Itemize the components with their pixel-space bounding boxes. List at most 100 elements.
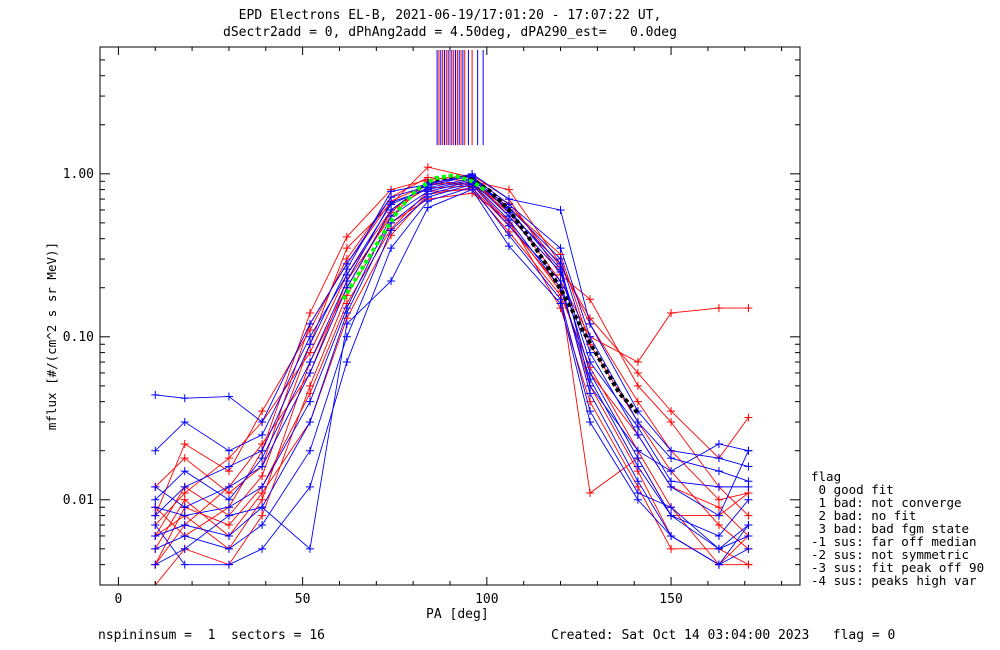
blue-series-point: [504, 195, 513, 204]
red-series-point: [258, 511, 267, 520]
blue-series-point: [306, 482, 314, 491]
red-series-point: [744, 413, 753, 422]
red-series-point: [714, 304, 723, 313]
blue-series-point: [744, 521, 753, 530]
x-tick-label: 50: [295, 592, 311, 607]
red-series-point: [667, 418, 676, 427]
red-series-point: [180, 495, 189, 504]
red-series-line: [154, 189, 749, 566]
x-axis-label: PA [deg]: [426, 607, 489, 622]
blue-series-point: [151, 503, 160, 512]
blue-series-point: [151, 390, 160, 399]
blue-series-point: [258, 418, 267, 427]
data-layer: [151, 50, 753, 585]
blue-series-point: [342, 265, 351, 274]
red-series-line: [154, 187, 749, 566]
legend-item: 1 bad: not converge: [811, 495, 962, 510]
blue-series-point: [667, 446, 676, 455]
blue-series-point: [224, 482, 233, 491]
red-series-point: [744, 560, 753, 569]
red-series-point: [667, 544, 676, 553]
legend-item: -3 sus: fit peak off 90: [811, 560, 985, 575]
blue-series-point: [633, 462, 642, 471]
fit-black-dashed: [434, 173, 640, 415]
blue-series-point: [151, 446, 160, 455]
blue-series-point: [180, 511, 189, 520]
blue-series-point: [224, 544, 233, 553]
blue-series-point: [714, 439, 723, 448]
blue-series-point: [180, 544, 189, 553]
blue-series-point: [714, 511, 723, 520]
red-series-point: [342, 232, 351, 241]
blue-series-point: [586, 358, 594, 367]
blue-series-point: [633, 446, 642, 455]
blue-series-line: [155, 176, 749, 508]
blue-series-point: [387, 187, 396, 196]
blue-series-point: [306, 358, 314, 367]
red-series-point: [667, 407, 676, 416]
blue-series-point: [180, 482, 189, 491]
blue-series-point: [744, 544, 753, 553]
plot-data-group: [151, 50, 753, 585]
red-series-point: [633, 397, 642, 406]
legend-item: 3 bad: bad fgm state: [811, 521, 970, 536]
blue-series-point: [258, 503, 267, 512]
blue-series-point: [387, 244, 396, 253]
blue-series-point: [180, 467, 189, 476]
blue-series-point: [633, 422, 642, 431]
blue-series-point: [180, 418, 189, 427]
red-series-point: [180, 439, 189, 448]
blue-series-point: [423, 203, 432, 212]
blue-series-point: [714, 560, 723, 569]
blue-series-point: [258, 482, 267, 491]
blue-series-point: [387, 198, 396, 207]
blue-series-line: [154, 179, 749, 501]
blue-series-point: [306, 544, 314, 553]
blue-series-point: [180, 521, 189, 530]
blue-series-point: [667, 477, 676, 486]
blue-series-point: [258, 462, 267, 471]
red-series-point: [586, 489, 594, 498]
blue-series-point: [342, 308, 351, 317]
blue-series-line: [155, 174, 749, 472]
red-series-point: [633, 368, 642, 377]
blue-series-point: [468, 169, 477, 178]
blue-series-line: [154, 173, 749, 516]
legend-item: -2 sus: not symmetric: [811, 547, 970, 562]
blue-series-point: [224, 511, 233, 520]
blue-series-point: [468, 185, 477, 194]
blue-series-point: [667, 467, 676, 476]
red-series-line: [154, 176, 749, 516]
blue-series-point: [556, 244, 565, 253]
blue-series-point: [744, 531, 753, 540]
blue-series-point: [586, 381, 594, 390]
red-series-point: [714, 503, 723, 512]
x-tick-label: 0: [115, 592, 123, 607]
blue-series-point: [342, 319, 351, 328]
red-series-point: [744, 511, 753, 520]
red-series-point: [342, 244, 351, 253]
blue-series-point: [224, 462, 233, 471]
red-series-point: [306, 389, 314, 398]
red-series-point: [258, 471, 267, 480]
blue-series-point: [151, 560, 160, 569]
blue-series-point: [258, 446, 267, 455]
blue-series-point: [744, 446, 753, 455]
blue-series-point: [714, 544, 723, 553]
blue-series-point: [306, 418, 314, 427]
blue-series-point: [556, 299, 565, 308]
blue-series-point: [586, 389, 594, 398]
red-series-point: [633, 381, 642, 390]
blue-series-point: [586, 319, 594, 328]
blue-series-point: [180, 531, 189, 540]
blue-series-point: [714, 467, 723, 476]
blue-series-point: [744, 462, 753, 471]
red-series-line: [154, 174, 749, 537]
blue-series-point: [258, 454, 267, 463]
y-tick-label: 0.01: [63, 493, 94, 508]
blue-series-point: [224, 495, 233, 504]
fit-green-dashed: [341, 173, 488, 301]
blue-series-point: [714, 454, 723, 463]
blue-series-point: [667, 531, 676, 540]
